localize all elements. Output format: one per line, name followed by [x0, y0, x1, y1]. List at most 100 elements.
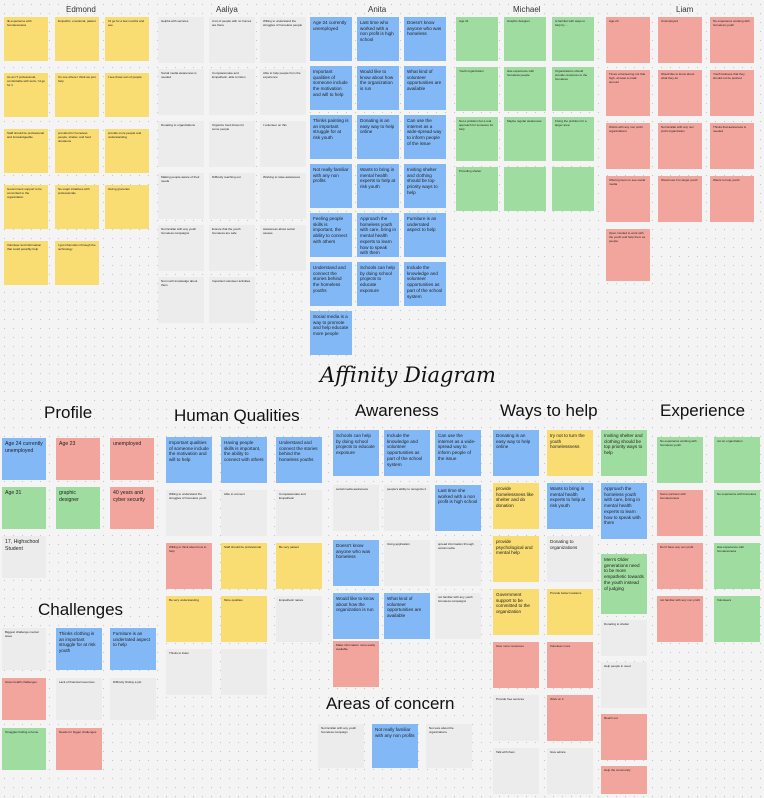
sticky-note[interactable]: Important volunteer activities — [209, 277, 255, 323]
sticky-note[interactable]: Last time who worked with a non profit i… — [357, 17, 399, 61]
sticky-note[interactable]: Open minded to work with the youth and h… — [606, 229, 650, 281]
sticky-note[interactable]: Age 31 — [2, 487, 46, 529]
sticky-note[interactable]: Social media awareness is needed — [158, 69, 204, 115]
sticky-note[interactable]: Helpful with services — [158, 17, 204, 63]
sticky-note[interactable]: Inviting shelter and clothing should be … — [601, 430, 647, 476]
sticky-note[interactable]: Important qualities of someone include t… — [310, 66, 352, 110]
sticky-note[interactable]: Help the community — [601, 766, 647, 794]
sticky-note[interactable]: As an IT professional, comfortable with … — [4, 73, 48, 117]
sticky-note[interactable]: Would like to know about what they do — [658, 70, 702, 116]
sticky-note[interactable]: Youth organization — [456, 67, 498, 111]
sticky-note[interactable]: IE experience with homelessness — [4, 17, 48, 61]
sticky-note[interactable]: Compassionate and Empathetic — [276, 490, 322, 536]
sticky-note[interactable]: Offering items to see social media — [606, 176, 650, 222]
sticky-note[interactable]: Providing shelter — [456, 167, 498, 211]
sticky-note[interactable]: provide homelessness like shelter and do… — [493, 483, 539, 529]
sticky-note[interactable]: Schools can help by doing school project… — [357, 262, 399, 306]
sticky-note[interactable]: Provide free services — [493, 695, 539, 741]
sticky-note[interactable]: Thinks painting is an important struggle… — [310, 115, 352, 159]
sticky-note[interactable]: Making people aware of their needs — [158, 173, 204, 219]
sticky-note[interactable]: No experience working with homeless yout… — [657, 437, 703, 483]
sticky-note[interactable]: I see those sort of people — [105, 73, 149, 117]
sticky-note[interactable]: Maybe regular awareness — [504, 117, 546, 161]
sticky-note[interactable]: Lack of financial resources — [56, 678, 102, 720]
sticky-note[interactable]: Able to help people from the experience — [260, 69, 306, 115]
sticky-note[interactable]: 40 years and cyber security — [110, 487, 154, 529]
sticky-note[interactable]: Provide better locations — [547, 589, 593, 635]
sticky-note[interactable]: provide more people and understanding — [105, 129, 149, 173]
sticky-note[interactable]: Men's Older generations need to be more … — [601, 554, 647, 614]
sticky-note[interactable]: Awareness about social causes — [260, 225, 306, 271]
sticky-note[interactable]: Gives health challenges — [2, 678, 46, 720]
sticky-note[interactable]: Fixing the problem for a larger area — [552, 117, 594, 161]
sticky-note[interactable]: No experience working with homeless yout… — [710, 17, 754, 63]
sticky-note[interactable]: Work on it — [547, 695, 593, 741]
sticky-note[interactable]: Volunteer and information that could pos… — [4, 241, 48, 285]
sticky-note[interactable]: Times volunteering not that high, at lea… — [606, 70, 650, 116]
sticky-note[interactable]: Help people in need — [601, 662, 647, 708]
sticky-note[interactable]: Not familiar with any non profit organiz… — [658, 123, 702, 169]
sticky-note[interactable]: Include the knowledge and volunteer oppo… — [404, 262, 446, 306]
sticky-note[interactable]: Age 24 currently unemployed — [310, 17, 352, 61]
sticky-note[interactable]: Staff should be professional — [221, 543, 267, 589]
sticky-note[interactable]: I got information through the technology — [55, 241, 99, 285]
sticky-note[interactable]: Thinks to listen — [166, 649, 212, 695]
sticky-note[interactable]: I volunteer on this — [260, 121, 306, 167]
sticky-note[interactable]: It's one where I think we just help — [55, 73, 99, 117]
sticky-note[interactable]: Doesn't know anyone who was homeless — [333, 540, 379, 586]
sticky-note[interactable]: Thinks clothing is an important struggle… — [56, 628, 102, 670]
sticky-note[interactable]: Wants to help youth — [710, 176, 754, 222]
sticky-note[interactable]: Ensure that the youth homeless are safe — [209, 225, 255, 271]
sticky-note[interactable]: No major initiatives with professionals — [55, 185, 99, 229]
sticky-note[interactable]: Donating is an easy way to help online — [493, 430, 539, 476]
sticky-note[interactable]: Donating to shelter — [601, 620, 647, 656]
sticky-note[interactable]: Include the knowledge and volunteer oppo… — [384, 430, 430, 476]
sticky-note[interactable]: Can use the internet as a wide-spread wa… — [435, 430, 481, 476]
sticky-note[interactable]: Empathetic nature — [276, 596, 322, 642]
sticky-note[interactable]: Would like to know about how the organiz… — [357, 66, 399, 110]
sticky-note[interactable]: What kind of volunteer opportunities are… — [404, 66, 446, 110]
sticky-note[interactable]: Understand and connect the stories behin… — [310, 262, 352, 306]
sticky-note[interactable]: Difficulty reaching out — [209, 173, 255, 219]
sticky-note[interactable]: Biggest challenge mental issue — [2, 628, 46, 670]
sticky-note[interactable]: Approach the homeless youth with care, b… — [357, 213, 399, 257]
sticky-note[interactable]: Donating to organizations — [158, 121, 204, 167]
sticky-note[interactable]: not familiar with any non profit — [657, 596, 703, 642]
sticky-note[interactable]: Make information more easily available — [333, 641, 379, 687]
sticky-note[interactable]: Organizations should provide resources t… — [552, 67, 594, 111]
sticky-note[interactable]: Social media is a way to promote and hel… — [310, 311, 352, 355]
sticky-note[interactable]: Important qualities of someone include t… — [166, 437, 212, 483]
sticky-note[interactable]: Needs for bigger challenges — [56, 728, 102, 770]
sticky-note[interactable]: Wants to bring in mental health experts … — [357, 164, 399, 208]
sticky-note[interactable]: Giving groceries — [105, 185, 149, 229]
sticky-note[interactable]: More qualities — [221, 596, 267, 642]
sticky-note[interactable]: 17, Highschool Student — [2, 536, 46, 578]
sticky-note[interactable]: Not much knowledge about them — [158, 277, 204, 323]
sticky-note[interactable]: Graphic designer — [504, 17, 546, 61]
sticky-note[interactable]: Wants to bring in mental health experts … — [547, 483, 593, 529]
sticky-note[interactable]: Feeling people skills is important, the … — [310, 213, 352, 257]
sticky-note[interactable]: Organize food drives for some people — [209, 121, 255, 167]
sticky-note[interactable]: Inviting shelter and clothing should be … — [404, 164, 446, 208]
sticky-note[interactable]: social media awareness — [333, 485, 379, 531]
sticky-note[interactable]: Has experience with homelessness — [714, 543, 760, 589]
sticky-note[interactable]: Working to raise awareness — [260, 173, 306, 219]
sticky-note[interactable]: Volunteer more — [547, 642, 593, 688]
sticky-note[interactable]: Not really familiar with any non profits — [372, 724, 418, 768]
sticky-note[interactable]: not familiar with any youth homeless cam… — [435, 593, 481, 639]
sticky-note[interactable]: Last time she worked with a non profit i… — [435, 485, 481, 531]
sticky-note[interactable]: Not familiar with any youth homeless cam… — [158, 225, 204, 271]
sticky-note[interactable]: Compassionate and Empathetic, able to li… — [209, 69, 255, 115]
sticky-note[interactable]: Would use it to target youth — [658, 176, 702, 222]
sticky-note[interactable]: Is familiar with ways to help by ... — [552, 17, 594, 61]
sticky-note[interactable]: Willing to understand the struggles of h… — [260, 17, 306, 63]
sticky-note[interactable]: Be very patient — [276, 543, 322, 589]
sticky-note[interactable]: Able to connect — [221, 490, 267, 536]
sticky-note[interactable]: Age 31 — [456, 17, 498, 61]
sticky-note[interactable]: Willing to understand the struggles of h… — [166, 490, 212, 536]
sticky-note[interactable]: people's ability to recognize it — [384, 485, 430, 531]
sticky-note[interactable]: Give advice — [547, 748, 593, 794]
sticky-note[interactable]: spread information through social media — [435, 540, 481, 586]
sticky-note[interactable]: A lot of people with no homes are there — [209, 17, 255, 63]
sticky-note[interactable]: Schools can help by doing school project… — [333, 430, 379, 476]
